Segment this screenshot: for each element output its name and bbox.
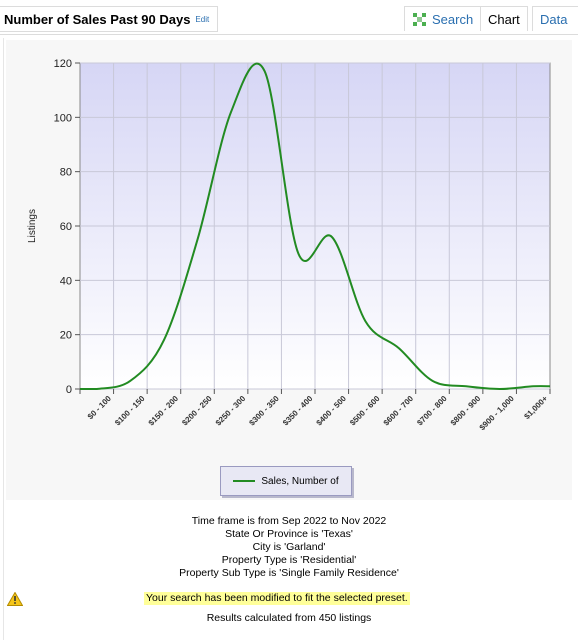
x-tick-label: $100 - 150 (113, 394, 147, 428)
x-tick-label: $1,000+ (522, 394, 549, 421)
x-tick-label: $500 - 600 (348, 394, 382, 428)
sales-chart: 0 20 40 60 80 100 120 $0 - 100 $100 - 150 $150 - … (27, 58, 551, 433)
y-tick-label: 100 (54, 112, 72, 124)
y-tick-label: 40 (60, 275, 72, 287)
y-tick-label: 80 (60, 167, 72, 179)
expand-icon (413, 12, 426, 26)
tab-chart[interactable]: Chart (480, 6, 528, 31)
title-box: Number of Sales Past 90 Days Edit (0, 6, 219, 32)
y-tick-label: 20 (60, 330, 72, 342)
info-line: Property Sub Type is 'Single Family Resi… (179, 567, 399, 579)
x-tick-label: $250 - 300 (214, 394, 248, 428)
y-tick-label: 120 (54, 58, 72, 70)
x-tick-label: $0 - 100 (86, 394, 114, 422)
warning-icon (7, 592, 23, 606)
legend-swatch (233, 480, 256, 482)
page-title: Number of Sales Past 90 Days (4, 11, 191, 27)
info-line: Time frame is from Sep 2022 to Nov 2022 (191, 515, 387, 527)
info-line: Property Type is 'Residential' (221, 554, 357, 566)
x-tick-label: $700 - 800 (415, 394, 449, 428)
content-panel (3, 38, 576, 640)
tab-search-label: Search (432, 11, 474, 27)
tab-search[interactable]: Search (404, 6, 482, 31)
y-tick-label: 60 (60, 221, 72, 233)
chart-legend: Sales, Number of (220, 466, 352, 496)
info-line: City is 'Garland' (252, 541, 326, 553)
legend-label: Sales, Number of (261, 475, 339, 487)
y-tick-label: 0 (66, 384, 72, 396)
tab-data-label: Data (540, 11, 568, 27)
tab-chart-label: Chart (488, 11, 520, 27)
x-tick-label: $350 - 400 (281, 394, 315, 428)
results-count: Results calculated from 450 listings (206, 612, 372, 624)
tab-data[interactable]: Data (532, 6, 578, 31)
info-line: State Or Province is 'Texas' (225, 528, 353, 540)
x-tick-label: $400 - 500 (315, 394, 349, 428)
header-bar: Number of Sales Past 90 Days Edit Search… (0, 0, 578, 35)
x-tick-label: $200 - 250 (180, 394, 214, 428)
x-tick-label: $600 - 700 (382, 394, 416, 428)
y-axis-label: Listings (27, 209, 38, 243)
edit-link[interactable]: Edit (195, 14, 210, 24)
x-tick-label: $800 - 900 (449, 394, 483, 428)
x-tick-label: $300 - 350 (247, 394, 281, 428)
preset-notice: Your search has been modified to fit the… (144, 592, 410, 605)
x-tick-label: $150 - 200 (147, 394, 181, 428)
x-tick-label: $900 - 1,000 (478, 394, 517, 433)
